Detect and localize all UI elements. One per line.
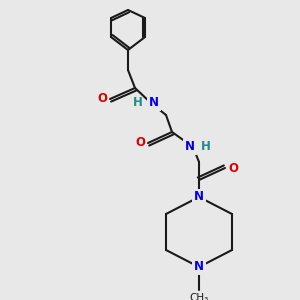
Text: H: H bbox=[201, 140, 211, 154]
Text: H: H bbox=[133, 97, 143, 110]
Text: N: N bbox=[185, 140, 195, 154]
Text: CH₃: CH₃ bbox=[189, 293, 208, 300]
Text: N: N bbox=[194, 190, 204, 203]
Text: N: N bbox=[194, 260, 204, 274]
Text: O: O bbox=[135, 136, 145, 149]
Text: N: N bbox=[149, 97, 159, 110]
Text: O: O bbox=[228, 161, 238, 175]
Text: O: O bbox=[97, 92, 107, 106]
